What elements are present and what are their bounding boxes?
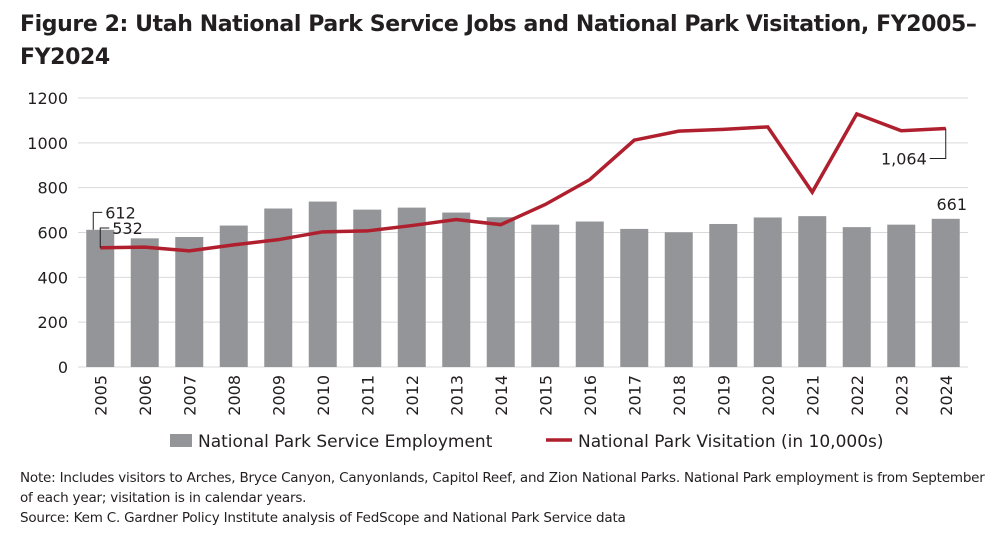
x-tick-label: 2011 — [358, 375, 377, 416]
bar-2017 — [620, 228, 649, 367]
y-tick-label: 400 — [37, 268, 68, 287]
bar-2006 — [130, 238, 159, 367]
x-tick-label: 2024 — [937, 375, 956, 416]
y-tick-label: 1200 — [27, 89, 68, 108]
annotation-label: 532 — [112, 219, 143, 238]
x-tick-label: 2015 — [536, 375, 555, 416]
annotation-leader — [99, 227, 110, 248]
bar-2008 — [219, 225, 248, 367]
x-tick-label: 2009 — [269, 375, 288, 416]
bar-2019 — [709, 223, 738, 367]
visitation-line — [100, 111, 946, 253]
chart-title: Figure 2: Utah National Park Service Job… — [20, 12, 977, 70]
y-tick-label: 600 — [37, 224, 68, 243]
annotation-label: 1,064 — [881, 150, 927, 169]
bar-2024 — [931, 218, 960, 367]
x-tick-label: 2007 — [180, 375, 199, 416]
y-tick-label: 800 — [37, 179, 68, 198]
bar-2005 — [86, 229, 115, 367]
x-tick-label: 2005 — [91, 375, 110, 416]
bar-2021 — [798, 216, 827, 367]
bar-2007 — [175, 236, 204, 367]
x-tick-label: 2019 — [714, 375, 733, 416]
x-tick-label: 2020 — [759, 375, 778, 416]
x-tick-label: 2012 — [403, 375, 422, 416]
bar-2020 — [753, 217, 782, 367]
bar-2018 — [664, 232, 693, 367]
annotation-leader — [929, 128, 947, 160]
bar-2011 — [353, 209, 382, 367]
bar-2022 — [842, 227, 871, 367]
x-tick-label: 2016 — [581, 375, 600, 416]
x-tick-label: 2014 — [492, 375, 511, 416]
x-tick-label: 2021 — [803, 375, 822, 416]
bar-2012 — [397, 207, 426, 367]
chart-source: Source: Kem C. Gardner Policy Institute … — [20, 510, 626, 526]
legend-swatch-employment — [170, 434, 192, 447]
x-tick-label: 2008 — [225, 375, 244, 416]
bar-2014 — [486, 217, 515, 367]
legend-label-visitation: National Park Visitation (in 10,000s) — [578, 432, 884, 452]
bar-2013 — [442, 212, 471, 367]
x-tick-label: 2006 — [136, 375, 155, 416]
x-tick-label: 2013 — [447, 375, 466, 416]
chart-note: Note: Includes visitors to Arches, Bryce… — [20, 470, 985, 506]
x-tick-label: 2017 — [625, 375, 644, 416]
y-tick-label: 1000 — [27, 134, 68, 153]
bar-2023 — [887, 224, 916, 367]
bar-2009 — [264, 208, 293, 367]
bar-2015 — [531, 224, 560, 367]
x-tick-label: 2023 — [892, 375, 911, 416]
x-tick-label: 2022 — [848, 375, 867, 416]
y-tick-label: 0 — [58, 358, 68, 377]
y-tick-label: 200 — [37, 313, 68, 332]
annotation-label: 661 — [936, 195, 967, 214]
annotation-label: 612 — [105, 203, 136, 222]
annotation-leader — [92, 211, 103, 230]
bar-2016 — [575, 221, 604, 367]
bar-2010 — [308, 201, 337, 367]
legend-label-employment: National Park Service Employment — [198, 432, 493, 452]
x-tick-label: 2010 — [314, 375, 333, 416]
x-tick-label: 2018 — [670, 375, 689, 416]
